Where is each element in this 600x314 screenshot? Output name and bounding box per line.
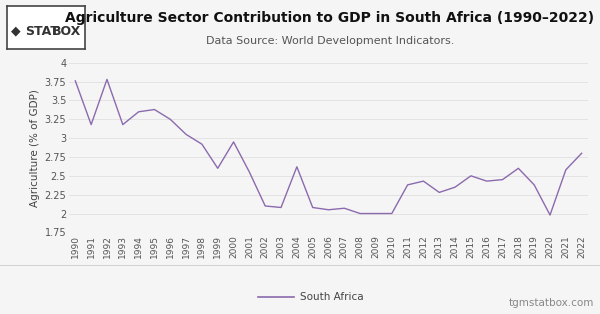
Text: South Africa: South Africa	[300, 292, 364, 302]
Text: BOX: BOX	[52, 25, 82, 38]
Y-axis label: Agriculture (% of GDP): Agriculture (% of GDP)	[31, 89, 40, 207]
Text: STAT: STAT	[25, 25, 59, 38]
Text: Agriculture Sector Contribution to GDP in South Africa (1990–2022): Agriculture Sector Contribution to GDP i…	[65, 11, 595, 25]
Text: Data Source: World Development Indicators.: Data Source: World Development Indicator…	[206, 36, 454, 46]
Text: tgmstatbox.com: tgmstatbox.com	[509, 298, 594, 308]
Text: ◆: ◆	[11, 25, 20, 38]
